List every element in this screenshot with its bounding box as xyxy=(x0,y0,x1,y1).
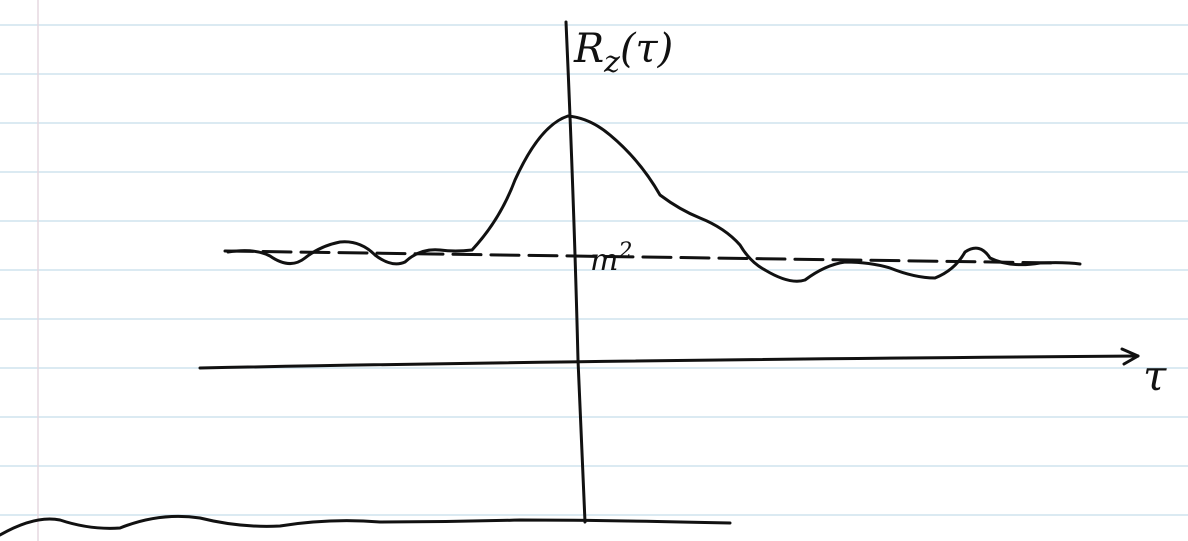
mean-symbol: m xyxy=(590,243,618,278)
y-axis-argument: (τ) xyxy=(620,26,673,72)
y-axis-label: Rz(τ) xyxy=(573,26,673,80)
y-axis-symbol: R xyxy=(573,26,604,72)
x-axis-label: τ xyxy=(1143,351,1167,400)
mean-superscript: 2 xyxy=(617,239,632,264)
sketch: Rz(τ) m2 τ xyxy=(0,0,1188,541)
y-axis-subscript: z xyxy=(603,45,620,80)
